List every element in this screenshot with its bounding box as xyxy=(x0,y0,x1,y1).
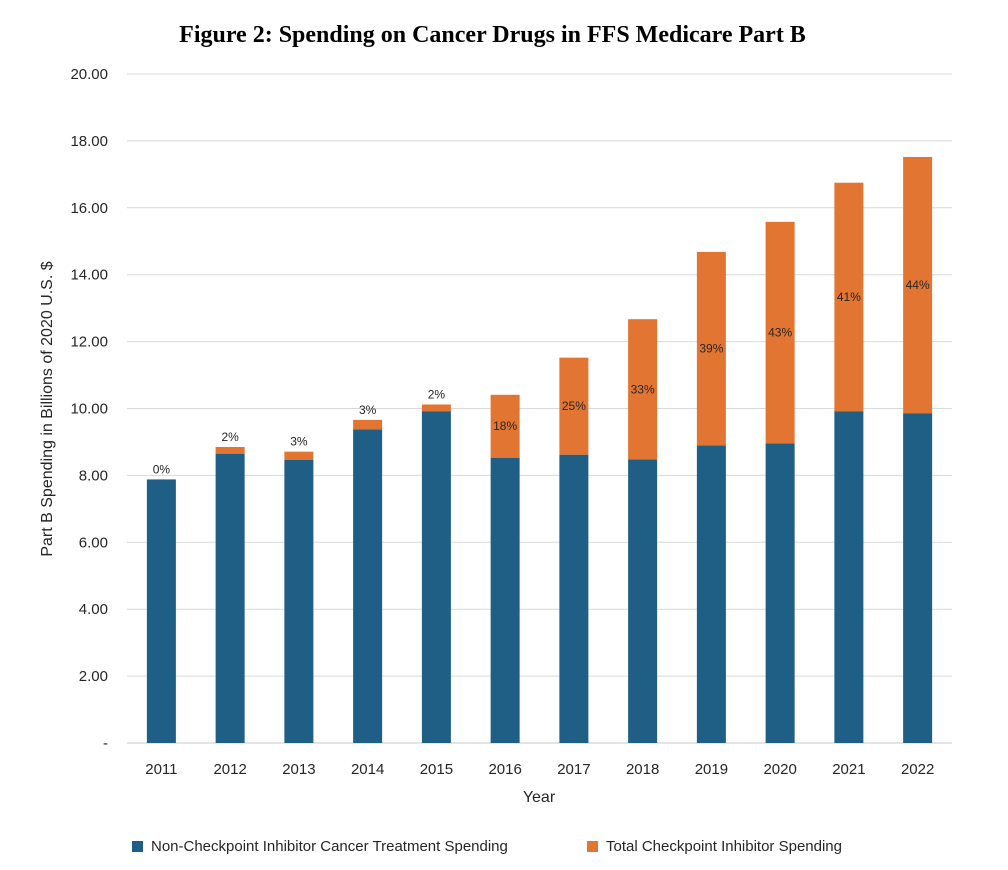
y-tick-label: 16.00 xyxy=(70,200,108,217)
x-tick-label: 2021 xyxy=(832,761,865,778)
bar-checkpoint xyxy=(559,357,589,455)
y-tick-label: 2.00 xyxy=(79,668,108,685)
bar-non-checkpoint xyxy=(215,453,245,743)
bar-non-checkpoint xyxy=(421,411,451,743)
bar-checkpoint xyxy=(834,182,864,412)
legend-swatch-checkpoint xyxy=(587,841,598,852)
bars xyxy=(146,156,933,743)
x-tick-label: 2015 xyxy=(420,761,453,778)
x-tick-label: 2019 xyxy=(695,761,728,778)
x-axis-ticks: 2011 2012 2013 2014 2015 2016 2017 2018 2019 2020… xyxy=(145,761,934,778)
bar-checkpoint xyxy=(421,404,451,412)
y-tick-label: 4.00 xyxy=(79,601,108,618)
y-tick-label: 10.00 xyxy=(70,401,108,418)
bar-non-checkpoint xyxy=(903,413,933,743)
bar-checkpoint xyxy=(215,446,245,454)
y-tick-label: - xyxy=(103,735,108,752)
x-tick-label: 2022 xyxy=(901,761,934,778)
data-label: 3% xyxy=(359,403,377,417)
y-tick-label: 6.00 xyxy=(79,534,108,551)
x-tick-label: 2020 xyxy=(763,761,796,778)
bar-non-checkpoint xyxy=(559,454,589,743)
data-label: 44% xyxy=(906,278,930,292)
bar-non-checkpoint xyxy=(628,459,658,743)
bar-non-checkpoint xyxy=(490,457,520,743)
y-axis-ticks: - 2.00 4.00 6.00 8.00 10.00 12.00 14.00 16.00 18.… xyxy=(70,66,108,752)
y-tick-label: 12.00 xyxy=(70,334,108,351)
data-labels: 0% 2% 3% 3% 2% 18% 25% 33% 39% 43% 41% 44% xyxy=(153,278,930,476)
x-tick-label: 2017 xyxy=(557,761,590,778)
chart-title: Figure 2: Spending on Cancer Drugs in FF… xyxy=(179,22,806,48)
y-tick-label: 8.00 xyxy=(79,467,108,484)
x-axis-title: Year xyxy=(523,789,556,806)
x-tick-label: 2016 xyxy=(488,761,521,778)
legend-label-checkpoint: Total Checkpoint Inhibitor Spending xyxy=(606,838,842,855)
data-label: 43% xyxy=(768,326,792,340)
data-label: 39% xyxy=(699,342,723,356)
bar-non-checkpoint xyxy=(696,445,726,743)
x-tick-label: 2014 xyxy=(351,761,384,778)
x-tick-label: 2018 xyxy=(626,761,659,778)
bar-checkpoint xyxy=(490,394,520,458)
y-tick-label: 14.00 xyxy=(70,267,108,284)
bar-non-checkpoint xyxy=(146,479,176,743)
x-tick-label: 2012 xyxy=(213,761,246,778)
legend-item-checkpoint: Total Checkpoint Inhibitor Spending xyxy=(587,838,842,855)
bar-checkpoint xyxy=(903,156,933,414)
x-tick-label: 2011 xyxy=(145,761,177,778)
data-label: 2% xyxy=(428,387,446,401)
data-label: 33% xyxy=(631,382,655,396)
legend-item-non-checkpoint: Non-Checkpoint Inhibitor Cancer Treatmen… xyxy=(132,838,508,855)
data-label: 25% xyxy=(562,399,586,413)
data-label: 41% xyxy=(837,290,861,304)
bar-non-checkpoint xyxy=(765,443,795,743)
legend-label-non-checkpoint: Non-Checkpoint Inhibitor Cancer Treatmen… xyxy=(151,838,508,855)
gridlines xyxy=(127,73,952,744)
bar-non-checkpoint xyxy=(284,459,314,743)
data-label: 0% xyxy=(153,462,171,476)
bar-non-checkpoint xyxy=(834,411,864,743)
y-tick-label: 20.00 xyxy=(70,66,108,83)
bar-checkpoint xyxy=(696,251,726,446)
bar-checkpoint xyxy=(353,419,383,430)
data-label: 3% xyxy=(290,435,308,449)
bar-checkpoint xyxy=(284,451,314,460)
legend: Non-Checkpoint Inhibitor Cancer Treatmen… xyxy=(0,838,1008,862)
y-tick-label: 18.00 xyxy=(70,133,108,150)
legend-swatch-non-checkpoint xyxy=(132,841,143,852)
data-label: 2% xyxy=(221,430,239,444)
bar-non-checkpoint xyxy=(353,429,383,743)
bar-checkpoint xyxy=(628,319,658,460)
data-label: 18% xyxy=(493,419,517,433)
x-tick-label: 2013 xyxy=(282,761,315,778)
y-axis-title: Part B Spending in Billions of 2020 U.S.… xyxy=(39,261,56,556)
bar-checkpoint xyxy=(765,221,795,444)
